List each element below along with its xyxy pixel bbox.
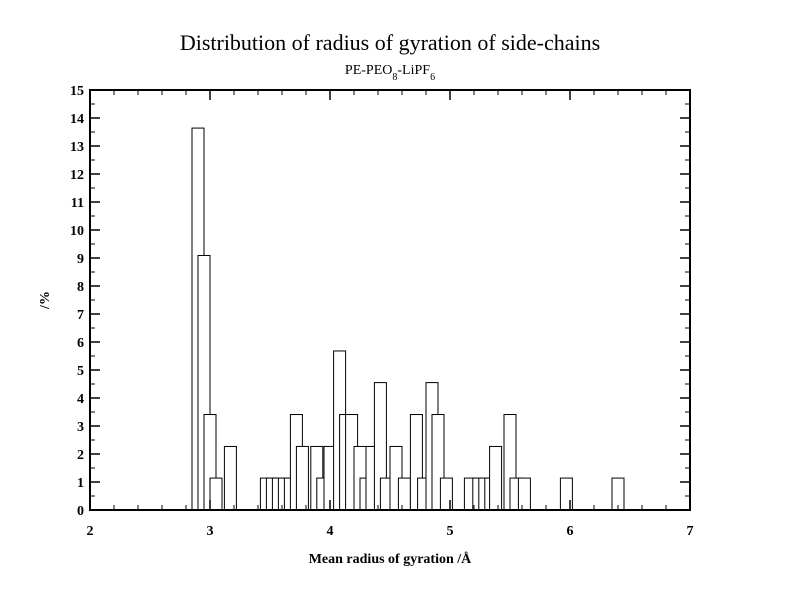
y-tick-label-12: 12 bbox=[70, 168, 84, 183]
x-tick-label-1: 3 bbox=[207, 524, 214, 539]
y-tick-label-6: 6 bbox=[77, 336, 84, 351]
y-tick-label-14: 14 bbox=[70, 112, 84, 127]
y-tick-label-7: 7 bbox=[77, 308, 84, 323]
y-tick-label-15: 15 bbox=[70, 84, 84, 99]
y-tick-label-3: 3 bbox=[77, 420, 84, 435]
chart-title: Distribution of radius of gyration of si… bbox=[180, 30, 600, 55]
y-tick-label-11: 11 bbox=[71, 196, 84, 211]
y-tick-label-8: 8 bbox=[77, 280, 84, 295]
x-tick-label-0: 2 bbox=[87, 524, 94, 539]
chart-subtitle: PE-PEO8-LiPF6 bbox=[345, 63, 435, 83]
bar-11 bbox=[295, 445, 309, 511]
bar-37 bbox=[517, 477, 531, 511]
y-tick-label-9: 9 bbox=[77, 252, 84, 267]
y-tick-label-13: 13 bbox=[70, 140, 84, 155]
bar-34 bbox=[489, 445, 503, 511]
x-tick-label-3: 5 bbox=[447, 524, 454, 539]
y-tick-label-4: 4 bbox=[77, 392, 84, 407]
y-axis-label: /% bbox=[38, 291, 53, 310]
y-tick-label-2: 2 bbox=[77, 448, 84, 463]
x-axis-label: Mean radius of gyration /Å bbox=[309, 551, 472, 567]
y-tick-label-0: 0 bbox=[77, 504, 84, 519]
y-tick-label-5: 5 bbox=[77, 364, 84, 379]
x-tick-label-4: 6 bbox=[567, 524, 574, 539]
y-tick-label-1: 1 bbox=[77, 476, 84, 491]
bar-4 bbox=[223, 445, 237, 511]
bars-group bbox=[191, 127, 625, 511]
x-tick-label-2: 4 bbox=[327, 524, 334, 539]
y-tick-label-10: 10 bbox=[70, 224, 84, 239]
x-tick-label-5: 7 bbox=[687, 524, 694, 539]
plot-frame bbox=[89, 89, 691, 511]
bar-3 bbox=[209, 477, 223, 511]
bar-24 bbox=[397, 477, 411, 511]
